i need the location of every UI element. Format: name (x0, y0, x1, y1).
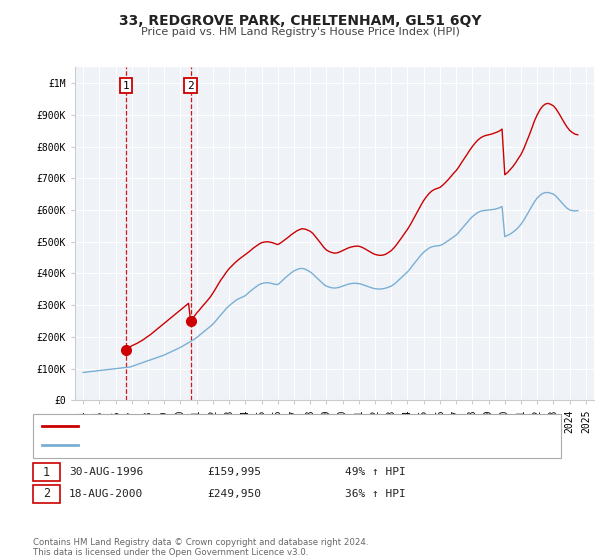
Text: 18-AUG-2000: 18-AUG-2000 (69, 489, 143, 499)
Text: 2: 2 (187, 81, 194, 91)
Text: 30-AUG-1996: 30-AUG-1996 (69, 467, 143, 477)
Text: 33, REDGROVE PARK, CHELTENHAM, GL51 6QY: 33, REDGROVE PARK, CHELTENHAM, GL51 6QY (119, 14, 481, 28)
Text: £249,950: £249,950 (207, 489, 261, 499)
Text: Price paid vs. HM Land Registry's House Price Index (HPI): Price paid vs. HM Land Registry's House … (140, 27, 460, 37)
Text: 49% ↑ HPI: 49% ↑ HPI (345, 467, 406, 477)
Text: 36% ↑ HPI: 36% ↑ HPI (345, 489, 406, 499)
Text: Contains HM Land Registry data © Crown copyright and database right 2024.
This d: Contains HM Land Registry data © Crown c… (33, 538, 368, 557)
Text: HPI: Average price, detached house, Cheltenham: HPI: Average price, detached house, Chel… (82, 440, 338, 450)
Text: 1: 1 (43, 465, 50, 479)
Text: 33, REDGROVE PARK, CHELTENHAM, GL51 6QY (detached house): 33, REDGROVE PARK, CHELTENHAM, GL51 6QY … (82, 421, 421, 431)
Text: 2: 2 (43, 487, 50, 501)
Text: £159,995: £159,995 (207, 467, 261, 477)
Text: 1: 1 (123, 81, 130, 91)
